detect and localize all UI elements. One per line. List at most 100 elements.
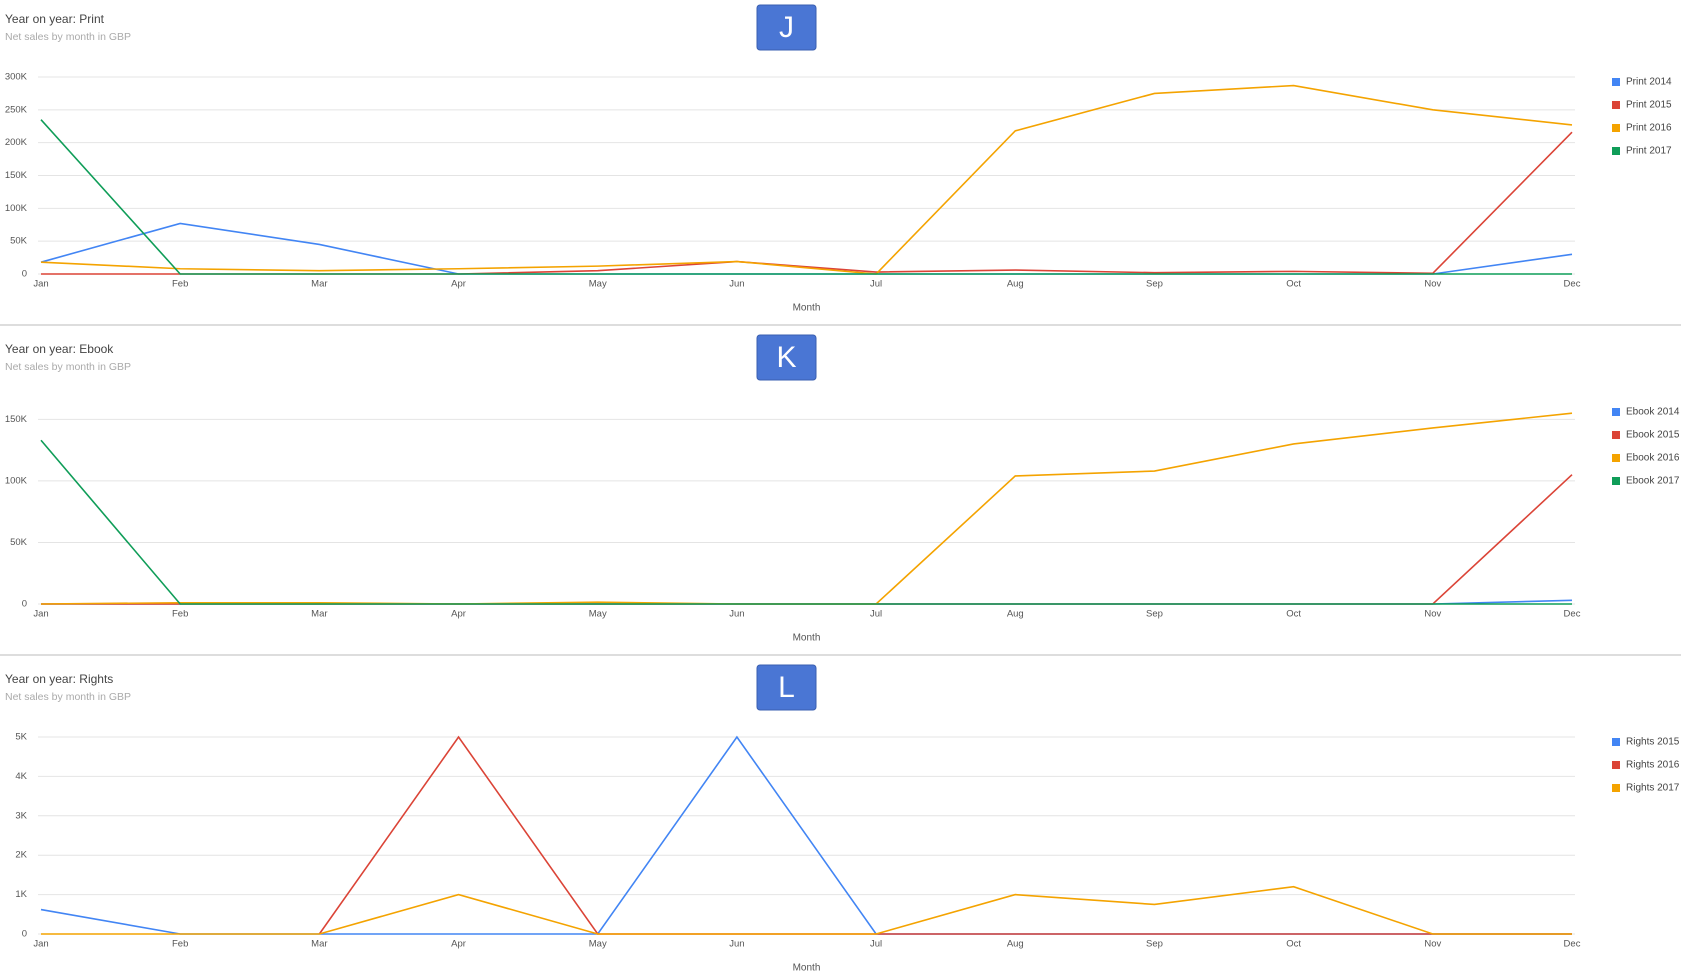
- x-tick-label: Apr: [451, 939, 466, 950]
- legend-swatch: [1612, 101, 1620, 109]
- series-line: [40, 439, 1572, 605]
- legend-label: Rights 2015: [1626, 737, 1680, 748]
- legend-label: Ebook 2014: [1626, 407, 1680, 418]
- legend-swatch: [1612, 78, 1620, 86]
- series-line: [40, 735, 1572, 935]
- legend-label: Print 2016: [1626, 123, 1672, 134]
- y-tick-label: 0: [22, 929, 27, 940]
- series-line: [318, 735, 1572, 935]
- series-line: [40, 412, 1573, 605]
- legend-swatch: [1612, 408, 1620, 416]
- x-tick-label: Dec: [1564, 939, 1581, 950]
- x-tick-label: Aug: [1007, 279, 1024, 290]
- legend-swatch: [1612, 454, 1620, 462]
- x-tick-label: Nov: [1424, 279, 1441, 290]
- x-tick-label: Jul: [870, 279, 882, 290]
- x-tick-label: Sep: [1146, 939, 1163, 950]
- badge: [756, 334, 817, 381]
- x-tick-label: Feb: [172, 939, 188, 950]
- legend-label: Print 2017: [1626, 146, 1672, 157]
- badge-label: L: [778, 671, 795, 704]
- y-tick-label: 4K: [15, 771, 27, 782]
- legend-label: Print 2014: [1626, 77, 1672, 88]
- x-tick-label: Oct: [1286, 609, 1301, 620]
- chart-subtitle: Net sales by month in GBP: [5, 31, 131, 43]
- x-tick-label: Oct: [1286, 279, 1301, 290]
- x-tick-label: Apr: [451, 279, 466, 290]
- legend-label: Print 2015: [1626, 100, 1672, 111]
- x-tick-label: Dec: [1564, 279, 1581, 290]
- y-tick-label: 50K: [10, 236, 28, 247]
- legend-swatch: [1612, 431, 1620, 439]
- x-tick-label: Mar: [311, 609, 327, 620]
- x-tick-label: Aug: [1007, 609, 1024, 620]
- x-tick-label: May: [589, 609, 607, 620]
- x-tick-label: Jan: [33, 939, 48, 950]
- x-tick-label: Nov: [1424, 939, 1441, 950]
- badge-label: K: [776, 341, 796, 374]
- legend-swatch: [1612, 147, 1620, 155]
- chart-title: Year on year: Ebook: [5, 342, 114, 356]
- x-tick-label: Jun: [729, 939, 744, 950]
- y-tick-label: 0: [22, 599, 27, 610]
- series-line: [40, 84, 1573, 275]
- y-tick-label: 50K: [10, 537, 28, 548]
- x-tick-label: Jul: [870, 939, 882, 950]
- x-tick-label: Jan: [33, 609, 48, 620]
- series-line: [41, 131, 1573, 275]
- x-axis-title: Month: [793, 963, 821, 974]
- x-tick-label: Sep: [1146, 609, 1163, 620]
- chart-title: Year on year: Print: [5, 12, 105, 26]
- x-tick-label: Jun: [729, 279, 744, 290]
- x-tick-label: Dec: [1564, 609, 1581, 620]
- x-tick-label: Mar: [311, 279, 327, 290]
- y-tick-label: 0: [22, 269, 27, 280]
- chart-subtitle: Net sales by month in GBP: [5, 361, 131, 373]
- x-tick-label: Oct: [1286, 939, 1301, 950]
- chart-subtitle: Net sales by month in GBP: [5, 691, 131, 703]
- x-tick-label: Jan: [33, 279, 48, 290]
- legend-swatch: [1612, 124, 1620, 132]
- y-tick-label: 5K: [15, 732, 27, 743]
- x-tick-label: Nov: [1424, 609, 1441, 620]
- badge-label: J: [779, 11, 794, 44]
- y-tick-label: 250K: [5, 104, 28, 115]
- y-tick-label: 3K: [15, 810, 27, 821]
- series-line: [41, 885, 1572, 935]
- x-tick-label: Mar: [311, 939, 327, 950]
- y-tick-label: 100K: [5, 203, 28, 214]
- legend-label: Rights 2016: [1626, 760, 1680, 771]
- legend-label: Ebook 2017: [1626, 476, 1680, 487]
- x-tick-label: Jul: [870, 609, 882, 620]
- x-tick-label: May: [589, 939, 607, 950]
- x-axis-title: Month: [793, 303, 821, 314]
- legend-label: Ebook 2016: [1626, 453, 1680, 464]
- legend-swatch: [1612, 784, 1620, 792]
- y-tick-label: 150K: [5, 414, 28, 425]
- legend-label: Rights 2017: [1626, 783, 1680, 794]
- chart-title: Year on year: Rights: [5, 672, 113, 686]
- x-tick-label: Sep: [1146, 279, 1163, 290]
- x-tick-label: Feb: [172, 279, 188, 290]
- series-line: [41, 474, 1573, 605]
- y-tick-label: 100K: [5, 475, 28, 486]
- x-tick-label: Feb: [172, 609, 188, 620]
- badge: [756, 664, 817, 711]
- x-tick-label: Aug: [1007, 939, 1024, 950]
- series-line: [40, 119, 1572, 275]
- legend-swatch: [1612, 477, 1620, 485]
- x-tick-label: Jun: [729, 609, 744, 620]
- y-tick-label: 1K: [15, 889, 27, 900]
- legend-swatch: [1612, 738, 1620, 746]
- badge: [756, 4, 817, 51]
- y-tick-label: 200K: [5, 137, 28, 148]
- x-tick-label: Apr: [451, 609, 466, 620]
- legend-label: Ebook 2015: [1626, 430, 1680, 441]
- y-tick-label: 300K: [5, 72, 28, 83]
- x-tick-label: May: [589, 279, 607, 290]
- y-tick-label: 150K: [5, 170, 28, 181]
- legend-swatch: [1612, 761, 1620, 769]
- x-axis-title: Month: [793, 633, 821, 644]
